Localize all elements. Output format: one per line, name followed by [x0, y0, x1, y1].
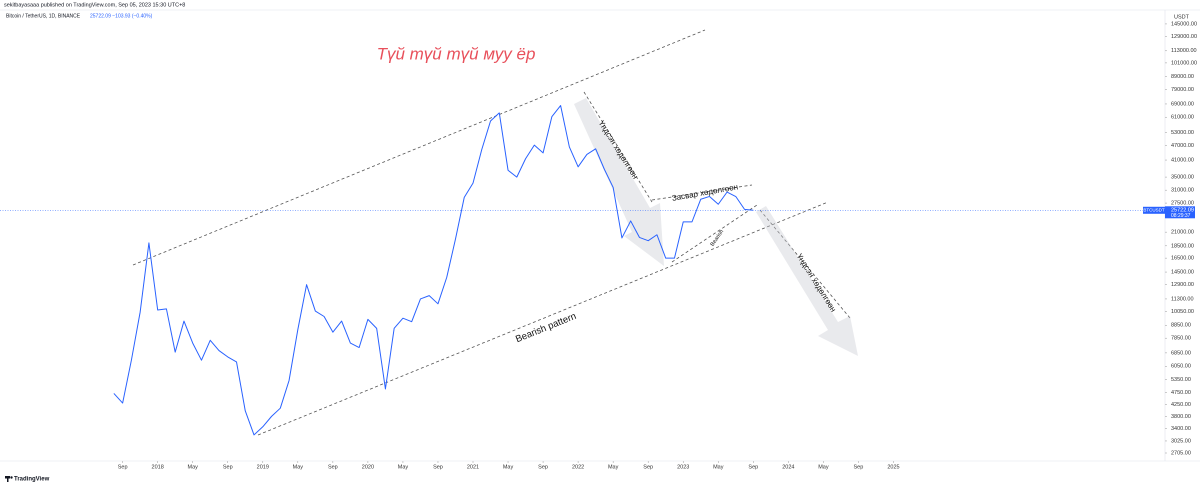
x-tick-label: 2025 — [887, 464, 899, 470]
y-tick-label: 7850.00 — [1171, 336, 1191, 342]
price-unit: USDT — [1174, 14, 1190, 20]
correction-upper-line — [651, 184, 753, 201]
countdown-label: 08:29:37 — [1171, 213, 1191, 219]
x-tick-label: May — [293, 464, 304, 470]
y-tick-label: 8850.00 — [1171, 323, 1191, 329]
x-tick-label: 2024 — [782, 464, 794, 470]
x-tick-label: May — [713, 464, 724, 470]
y-tick-label: 2705.00 — [1171, 450, 1191, 456]
y-tick-label: 18500.00 — [1171, 243, 1194, 249]
price-line — [113, 105, 754, 436]
symbol-badge-label: BTCUSDT — [1143, 207, 1165, 212]
y-tick-label: 3800.00 — [1171, 414, 1191, 420]
x-tick-label: 2019 — [257, 464, 269, 470]
y-tick-label: 89000.00 — [1171, 74, 1194, 80]
y-tick-label: 3025.00 — [1171, 438, 1191, 444]
publisher-line: sekitbayasaaa published on TradingView.c… — [4, 2, 185, 8]
x-tick-label: Sep — [433, 464, 443, 470]
y-tick-label: 10050.00 — [1171, 309, 1194, 315]
y-tick-label: 113000.00 — [1171, 48, 1197, 54]
x-tick-label: Sep — [538, 464, 548, 470]
y-tick-label: 47000.00 — [1171, 143, 1194, 149]
y-tick-label: 3400.00 — [1171, 426, 1191, 432]
correction-lower-line — [671, 204, 758, 263]
footer-brand: TradingView — [14, 477, 50, 483]
y-tick-label: 101000.00 — [1171, 60, 1197, 66]
down-arrow-past — [574, 98, 664, 266]
x-tick-label: May — [398, 464, 409, 470]
x-tick-label: May — [188, 464, 199, 470]
logo — [5, 476, 13, 482]
y-tick-label: 53000.00 — [1171, 130, 1194, 136]
y-tick-label: 69000.00 — [1171, 101, 1194, 107]
y-tick-label: 16500.00 — [1171, 256, 1194, 262]
y-tick-label: 4750.00 — [1171, 390, 1191, 396]
x-tick-label: May — [818, 464, 829, 470]
x-tick-label: Sep — [854, 464, 864, 470]
y-tick-label: 79000.00 — [1171, 87, 1194, 93]
x-tick-label: 2018 — [152, 464, 164, 470]
down-arrow-projection — [756, 206, 858, 356]
y-tick-label: 12900.00 — [1171, 282, 1194, 288]
price-badge-label: 25722.09 — [1171, 208, 1194, 214]
y-tick-label: 31000.00 — [1171, 188, 1194, 194]
price-badge — [1165, 206, 1195, 219]
y-tick-label: 4250.00 — [1171, 402, 1191, 408]
y-tick-label: 129000.00 — [1171, 34, 1197, 40]
y-tick-label: 21000.00 — [1171, 230, 1194, 236]
x-tick-label: Sep — [643, 464, 653, 470]
y-tick-label: 6850.00 — [1171, 350, 1191, 356]
x-tick-label: 2023 — [677, 464, 689, 470]
y-tick-label: 14500.00 — [1171, 270, 1194, 276]
x-tick-label: May — [503, 464, 514, 470]
y-tick-label: 35000.00 — [1171, 175, 1194, 181]
x-tick-label: Sep — [223, 464, 233, 470]
projection-line — [759, 209, 851, 319]
x-tick-label: 2022 — [572, 464, 584, 470]
x-tick-label: Sep — [118, 464, 128, 470]
y-tick-label: 6050.00 — [1171, 364, 1191, 370]
y-tick-label: 5350.00 — [1171, 377, 1191, 383]
y-tick-label: 61000.00 — [1171, 115, 1194, 121]
y-tick-label: 41000.00 — [1171, 158, 1194, 164]
x-tick-label: 2020 — [362, 464, 374, 470]
symbol-quote: 25722.09 −103.93 (−0.40%) — [90, 13, 153, 19]
y-tick-label: 145000.00 — [1171, 21, 1197, 27]
x-tick-label: 2021 — [467, 464, 479, 470]
symbol-name: Bitcoin / TetherUS, 1D, BINANCE — [6, 13, 81, 19]
x-tick-label: Sep — [748, 464, 758, 470]
headline: Түй түй түй муу ёр — [377, 44, 536, 63]
x-tick-label: Sep — [328, 464, 338, 470]
lower-channel-line — [257, 201, 829, 436]
upper-channel-line — [132, 29, 706, 266]
y-tick-label: 11300.00 — [1171, 296, 1194, 302]
symbol-badge — [1143, 206, 1165, 214]
y-tick-label: 27500.00 — [1171, 201, 1194, 207]
x-tick-label: May — [608, 464, 619, 470]
